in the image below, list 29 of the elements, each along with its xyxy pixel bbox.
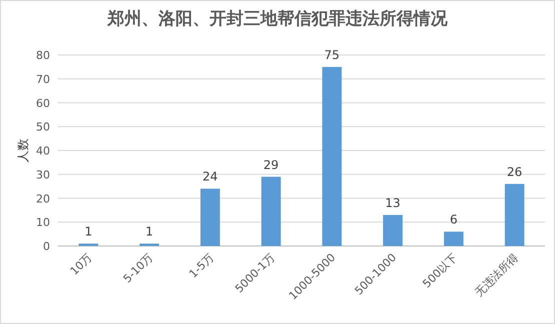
data-label: 75 [324,48,340,62]
bar [322,66,342,246]
y-tick-label: 80 [36,49,50,62]
data-label: 6 [450,212,458,227]
data-label: 24 [202,170,218,184]
bar [504,184,524,246]
y-tick-label: 60 [36,96,50,110]
x-tick-label: 500以下 [420,250,460,291]
y-tick-label: 40 [36,144,50,158]
chart-title: 郑州、洛阳、开封三地帮信犯罪违法所得情况 [106,9,448,29]
y-tick-label: 50 [36,120,50,134]
data-label: 1 [145,224,154,239]
y-tick-label: 20 [36,192,50,206]
y-tick-label: 30 [36,168,50,182]
bar [261,176,281,246]
y-tick-label: 0 [43,240,50,253]
y-tick-label: 70 [36,72,50,86]
bar [383,214,403,246]
data-label: 26 [506,164,522,179]
data-label: 29 [263,158,279,172]
x-tick-label: 1-5万 [186,250,216,281]
data-label: 13 [385,196,400,210]
bar [444,232,464,246]
y-axis-title: 人数 [16,138,30,162]
bar [200,188,220,246]
x-tick-label: 无违法所得 [472,250,521,300]
x-tick-label: 10万 [68,250,95,278]
y-tick-label: 10 [36,216,50,230]
data-label: 1 [84,224,92,239]
